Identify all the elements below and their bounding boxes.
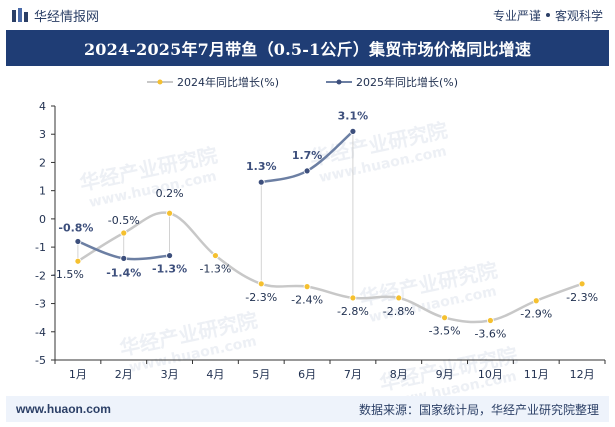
series-2024-data-label: -2.8%	[383, 305, 415, 318]
series-2025-data-label: 1.7%	[292, 149, 323, 162]
series-2024-data-label: -1.5%	[52, 268, 84, 281]
series-2024-data-label: -2.8%	[337, 305, 369, 318]
y-tick-label: -1	[35, 241, 46, 254]
series-2024-data-label: 0.2%	[156, 187, 184, 200]
series-2024-data-label: -3.6%	[474, 327, 506, 340]
series-2024-data-label: -0.5%	[108, 214, 140, 227]
x-tick-label: 10月	[478, 368, 503, 381]
series-2025-point	[74, 238, 82, 245]
y-tick-label: 4	[39, 100, 46, 113]
series-2024-point	[487, 317, 494, 324]
series-2025-data-label: -1.4%	[106, 266, 141, 279]
slogan-left: 专业严谨	[492, 8, 541, 23]
chart-area: 华经产业研究院 www.huaon.com 华经产业研究院 www.huaon.com…	[0, 66, 615, 411]
series-2024-data-label: -2.3%	[245, 291, 277, 304]
y-tick-label: -5	[35, 354, 46, 367]
series-2025-legend-label: 2025年同比增长(%)	[356, 75, 458, 89]
line-chart: 华经产业研究院www.huaon.com华经产业研究院www.huaon.com…	[35, 75, 606, 411]
x-tick-label: 4月	[206, 368, 224, 381]
footer-source: 数据来源：国家统计局，华经产业研究院整理	[358, 402, 599, 417]
y-tick-label: -4	[35, 326, 46, 339]
series-2025-data-label: 3.1%	[338, 109, 369, 122]
series-2024-point	[441, 314, 448, 322]
y-tick-label: 1	[39, 185, 46, 198]
series-2024-point	[120, 229, 128, 237]
footer-site: www.huaon.com	[16, 402, 111, 416]
brand-logo-icon	[12, 8, 28, 22]
y-tick-label: 3	[39, 128, 46, 141]
x-tick-label: 8月	[390, 368, 408, 381]
series-2024-legend-label: 2024年同比增长(%)	[177, 75, 279, 89]
series-2025-point	[166, 252, 173, 259]
series-2024-point	[166, 209, 173, 217]
x-tick-label: 6月	[298, 368, 316, 381]
series-2025-point	[257, 178, 265, 186]
series-2025-point	[349, 128, 357, 135]
x-tick-label: 3月	[161, 368, 179, 381]
series-2024-data-label: -2.3%	[566, 291, 598, 304]
slogan: 专业严谨 客观科学	[493, 7, 603, 24]
y-tick-label: 0	[39, 213, 46, 226]
series-2025-data-label: 1.3%	[246, 160, 277, 173]
x-tick-label: 2月	[115, 368, 133, 381]
series-2025-data-label: -1.3%	[152, 263, 187, 276]
series-2024-point	[349, 294, 357, 302]
brand: 华经情报网	[12, 6, 99, 25]
series-2024-legend-marker	[157, 79, 163, 85]
title-bar: 2024-2025年7月带鱼（0.5-1公斤）集贸市场价格同比增速	[6, 30, 609, 66]
series-2024-point	[303, 283, 311, 291]
y-tick-label: 2	[39, 156, 46, 169]
series-2024-point	[257, 280, 265, 288]
x-tick-label: 9月	[436, 368, 454, 381]
series-2024-point	[74, 257, 82, 265]
top-bar: 华经情报网 专业严谨 客观科学	[0, 0, 615, 30]
series-2024-point	[578, 280, 586, 288]
chart-legend: 2024年同比增长(%) 2025年同比增长(%)	[147, 75, 458, 89]
x-tick-label: 1月	[69, 368, 87, 381]
series-2025-data-label: -0.8%	[58, 221, 93, 234]
slogan-dot	[545, 13, 550, 17]
slogan-right: 客观科学	[554, 8, 603, 23]
series-2024-data-label: -2.9%	[520, 308, 552, 321]
y-tick-label: -3	[35, 298, 46, 311]
series-2024-data-label: -3.5%	[429, 325, 461, 338]
footer: www.huaon.com 数据来源：国家统计局，华经产业研究院整理	[6, 396, 609, 422]
series-2024-data-label: -2.4%	[291, 294, 323, 307]
series-2025-point	[120, 254, 128, 262]
series-2024-data-label: -1.3%	[199, 263, 231, 276]
x-tick-label: 11月	[524, 368, 549, 381]
brand-name: 华经情报网	[34, 9, 100, 25]
series-2024-point	[212, 252, 219, 259]
series-2024-point	[532, 297, 540, 305]
x-tick-label: 12月	[570, 368, 595, 381]
series-2025-legend-marker	[336, 79, 342, 85]
x-tick-label: 7月	[344, 368, 362, 381]
y-tick-label: -2	[35, 269, 46, 282]
series-2025-point	[303, 167, 311, 175]
x-tick-label: 5月	[252, 368, 270, 381]
chart-title: 2024-2025年7月带鱼（0.5-1公斤）集贸市场价格同比增速	[83, 40, 532, 59]
series-2024-point	[395, 294, 403, 302]
